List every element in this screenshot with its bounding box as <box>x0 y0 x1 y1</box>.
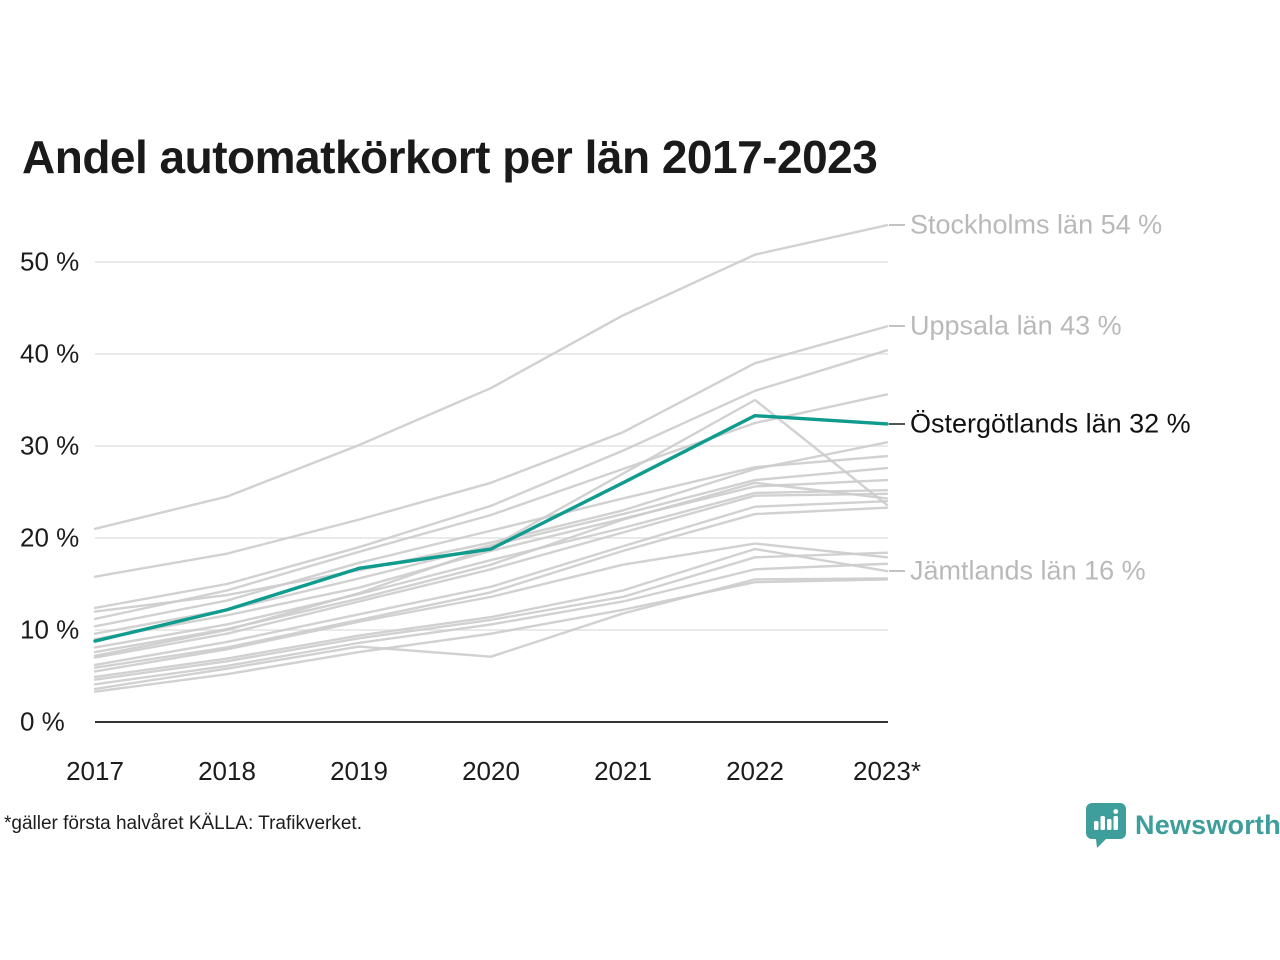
y-tick-label: 30 % <box>20 430 80 461</box>
annotation-connector <box>889 224 905 227</box>
source-note: *gäller första halvåret KÄLLA: Trafikver… <box>4 813 362 834</box>
county-series-line <box>93 551 889 681</box>
series-annotation-label: Jämtlands län 16 % <box>910 555 1146 586</box>
highlighted-series-line <box>93 413 889 643</box>
x-tick-label: 2021 <box>594 756 652 786</box>
series-annotation-label: Stockholms län 54 % <box>910 209 1163 240</box>
annotation-connector <box>889 325 905 328</box>
county-series-line <box>93 481 889 654</box>
y-tick-label: 20 % <box>20 522 80 553</box>
county-series-line <box>93 506 889 669</box>
county-series-line <box>93 547 889 679</box>
county-series-line <box>93 454 889 628</box>
county-series-line <box>93 562 889 686</box>
newsworthy-icon <box>1086 803 1126 848</box>
y-tick-label: 50 % <box>20 246 80 277</box>
county-series-line <box>93 542 889 673</box>
county-series-line <box>93 577 889 691</box>
y-tick-label: 0 % <box>20 706 65 737</box>
chart-title: Andel automatkörkort per län 2017-2023 <box>22 131 878 183</box>
county-series-line <box>93 393 889 621</box>
county-series-line <box>93 441 889 613</box>
x-tick-label: 2019 <box>330 756 388 786</box>
county-series-line <box>93 478 889 641</box>
y-tick-label: 10 % <box>20 614 80 645</box>
county-series-line <box>93 492 889 659</box>
y-tick-label: 40 % <box>20 338 80 369</box>
series-annotation-label: Uppsala län 43 % <box>910 310 1122 341</box>
county-series-line <box>93 325 889 578</box>
county-series-line <box>93 578 889 693</box>
county-series-line <box>93 223 889 530</box>
newsworthy-wordmark: Newsworthy <box>1135 809 1280 840</box>
county-series-line <box>93 349 889 610</box>
x-tick-label: 2017 <box>66 756 124 786</box>
newsworthy-logo: Newsworthy <box>1086 801 1280 849</box>
annotation-connector <box>889 422 905 425</box>
x-tick-label: 2022 <box>726 756 784 786</box>
x-tick-label: 2018 <box>198 756 256 786</box>
x-tick-label: 2023* <box>853 756 921 786</box>
series-annotation-label: Östergötlands län 32 % <box>910 408 1191 439</box>
annotation-connector <box>889 570 905 573</box>
county-series-line <box>93 488 889 649</box>
county-series-line <box>93 500 889 667</box>
x-tick-label: 2020 <box>462 756 520 786</box>
